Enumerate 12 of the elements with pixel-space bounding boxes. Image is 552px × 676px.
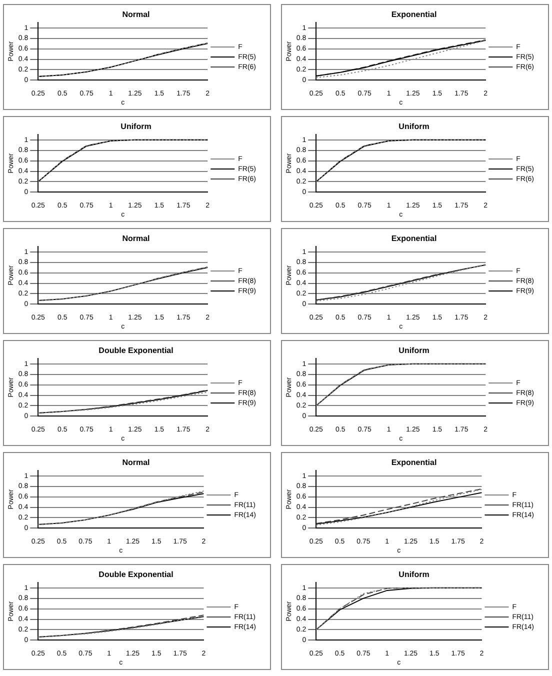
chart-title: Uniform	[398, 570, 430, 580]
chart-title: Exponential	[391, 10, 437, 20]
chart-title: Exponential	[391, 458, 437, 468]
chart-title: Exponential	[391, 234, 437, 244]
chart-title: Uniform	[398, 122, 430, 132]
chart-title: Uniform	[120, 122, 152, 132]
chart-title: Normal	[122, 10, 150, 20]
chart-title: Uniform	[398, 346, 430, 356]
chart-title: Double Exponential	[98, 570, 174, 580]
chart-title: Normal	[122, 458, 150, 468]
chart-title: Normal	[122, 234, 150, 244]
chart-title: Double Exponential	[98, 346, 174, 356]
